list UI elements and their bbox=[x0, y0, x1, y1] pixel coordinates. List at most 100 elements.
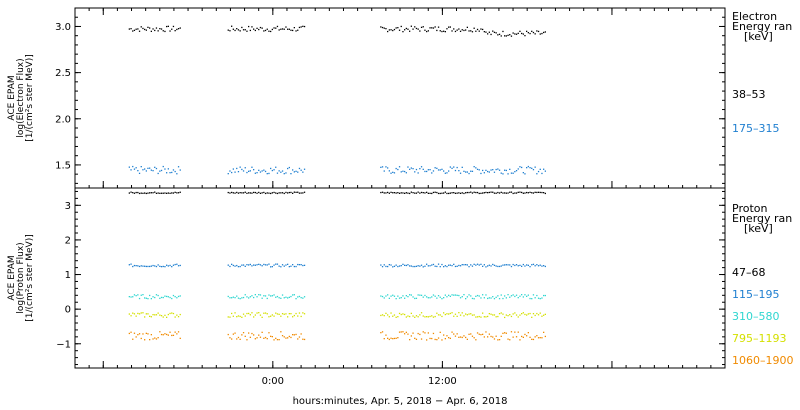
data-point bbox=[135, 315, 137, 317]
data-point bbox=[297, 171, 299, 173]
data-point bbox=[303, 191, 306, 193]
data-point bbox=[504, 264, 506, 266]
data-point bbox=[517, 168, 519, 170]
data-point bbox=[145, 313, 147, 315]
data-point bbox=[144, 168, 146, 170]
data-point bbox=[280, 297, 282, 299]
data-point bbox=[246, 192, 248, 194]
data-point bbox=[405, 316, 407, 318]
data-point bbox=[234, 332, 236, 334]
data-point bbox=[159, 331, 161, 333]
data-point bbox=[487, 265, 489, 267]
data-point bbox=[283, 297, 285, 299]
data-point bbox=[509, 264, 511, 266]
data-point bbox=[383, 297, 385, 299]
data-point bbox=[275, 296, 277, 298]
data-point bbox=[258, 334, 260, 336]
data-point bbox=[482, 169, 484, 172]
data-point bbox=[427, 30, 429, 32]
data-point bbox=[288, 28, 290, 30]
data-point bbox=[466, 314, 468, 316]
data-point bbox=[237, 29, 240, 31]
data-point bbox=[266, 297, 268, 300]
data-point bbox=[412, 296, 414, 298]
data-point bbox=[381, 191, 384, 193]
data-point bbox=[268, 172, 270, 175]
y-axis-label: [1/(cm²s ster MeV)] bbox=[25, 54, 35, 141]
data-point bbox=[176, 173, 178, 175]
data-point bbox=[493, 31, 496, 33]
data-point bbox=[234, 29, 236, 32]
data-point bbox=[473, 191, 475, 193]
data-point bbox=[432, 170, 435, 172]
data-point bbox=[273, 294, 275, 296]
data-point bbox=[419, 333, 421, 336]
data-point bbox=[409, 265, 411, 267]
data-point bbox=[171, 312, 173, 314]
data-point bbox=[145, 29, 147, 31]
data-point bbox=[130, 331, 132, 333]
data-point bbox=[264, 336, 267, 339]
data-point bbox=[271, 314, 273, 316]
data-point bbox=[159, 265, 161, 267]
data-point bbox=[487, 297, 489, 300]
data-point bbox=[290, 295, 292, 298]
data-point bbox=[451, 30, 453, 32]
data-point bbox=[177, 28, 180, 30]
data-point bbox=[154, 265, 156, 267]
data-point bbox=[493, 314, 496, 316]
data-point bbox=[266, 192, 268, 194]
data-point bbox=[495, 192, 497, 194]
data-point bbox=[480, 316, 482, 318]
data-point bbox=[437, 26, 440, 28]
data-point bbox=[248, 264, 250, 266]
data-point bbox=[268, 263, 270, 265]
data-point bbox=[512, 32, 514, 34]
data-point bbox=[387, 337, 389, 339]
data-point bbox=[521, 313, 523, 315]
data-point bbox=[390, 191, 392, 193]
data-point bbox=[237, 336, 240, 339]
data-point bbox=[505, 332, 507, 334]
data-point bbox=[256, 27, 258, 29]
data-point bbox=[461, 264, 463, 266]
data-point bbox=[521, 166, 523, 169]
data-point bbox=[259, 336, 262, 338]
data-point bbox=[498, 265, 501, 268]
data-point bbox=[276, 172, 279, 174]
data-point bbox=[446, 265, 448, 268]
data-point bbox=[487, 315, 489, 318]
data-point bbox=[444, 313, 446, 316]
data-point bbox=[437, 314, 440, 316]
data-point bbox=[414, 297, 416, 300]
data-point bbox=[171, 334, 173, 337]
data-point bbox=[167, 313, 169, 316]
data-point bbox=[505, 35, 507, 37]
data-point bbox=[248, 25, 250, 28]
data-point bbox=[390, 264, 392, 266]
data-point bbox=[490, 297, 492, 299]
data-point bbox=[531, 264, 533, 266]
data-point bbox=[271, 266, 273, 268]
data-point bbox=[449, 312, 451, 315]
data-point bbox=[231, 338, 233, 340]
data-point bbox=[177, 166, 180, 168]
data-point bbox=[536, 264, 538, 266]
data-point bbox=[510, 191, 513, 193]
data-point bbox=[400, 331, 402, 333]
data-point bbox=[179, 169, 181, 171]
data-point bbox=[432, 332, 435, 335]
data-point bbox=[439, 296, 441, 298]
data-point bbox=[426, 191, 428, 193]
data-point bbox=[390, 172, 392, 174]
data-point bbox=[429, 192, 431, 194]
data-point bbox=[268, 192, 270, 194]
data-point bbox=[534, 33, 536, 35]
data-point bbox=[476, 191, 479, 194]
data-point bbox=[142, 169, 144, 171]
legend-title: [keV] bbox=[744, 30, 773, 43]
data-point bbox=[473, 166, 475, 168]
data-point bbox=[414, 337, 416, 339]
data-point bbox=[142, 265, 144, 267]
data-point bbox=[451, 265, 453, 267]
